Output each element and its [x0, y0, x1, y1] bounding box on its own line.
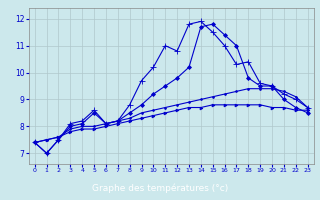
- Text: Graphe des températures (°c): Graphe des températures (°c): [92, 184, 228, 193]
